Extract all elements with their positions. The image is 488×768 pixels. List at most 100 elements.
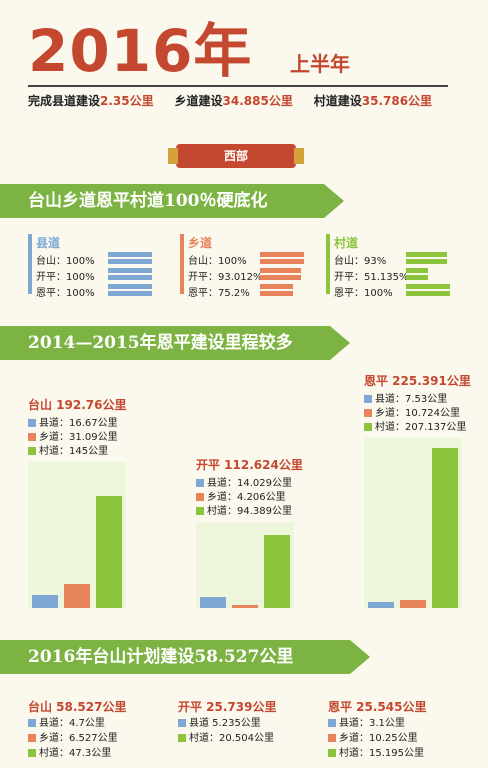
group-row-bar (260, 259, 304, 264)
legend-text: 乡道：6.527公里 (39, 733, 118, 744)
group-row-bar (260, 284, 293, 289)
legend-swatch (328, 719, 336, 727)
group-row-bar (108, 284, 152, 289)
legend-swatch (178, 719, 186, 727)
group-row-bar (108, 259, 152, 264)
plan-legend-item: 乡道：10.25公里 (328, 729, 418, 744)
legend-swatch (196, 493, 204, 501)
group-accent-bar (326, 234, 330, 294)
legend-swatch (196, 507, 204, 515)
legend-swatch (28, 749, 36, 757)
group-row-label: 台山：93% (334, 256, 387, 267)
group-title: 县道 (36, 236, 61, 250)
chart-background (196, 522, 294, 608)
legend-text: 村道：94.389公里 (207, 506, 292, 517)
legend-text: 村道：145公里 (39, 446, 109, 457)
bar (200, 597, 226, 608)
section1-banner: 台山乡道恩平村道100％硬底化 (0, 184, 344, 218)
divider (28, 85, 448, 87)
legend-swatch (364, 423, 372, 431)
legend-swatch (364, 409, 372, 417)
plan-legend-item: 村道：20.504公里 (178, 729, 274, 744)
section1-groups: 县道 台山：100% 开平：100% 恩平：100% 乡道 台山：100% 开平：93.01… (0, 230, 488, 310)
group-row-bar (406, 291, 450, 296)
legend-item: 村道：207.137公里 (364, 418, 466, 433)
summary-value-township: 34.885公里 (222, 94, 293, 108)
legend-text: 县道：4.7公里 (39, 718, 105, 729)
legend-text: 村道：47.3公里 (39, 748, 112, 759)
group-row-bar (406, 268, 428, 273)
legend-item: 乡道：10.724公里 (364, 404, 460, 419)
group-title: 乡道 (188, 236, 213, 250)
legend-text: 乡道：10.25公里 (339, 733, 418, 744)
group-row-label: 恩平：100% (334, 288, 393, 299)
bar (32, 595, 58, 608)
plan-legend-item: 乡道：6.527公里 (28, 729, 118, 744)
group-row-bar (108, 268, 152, 273)
chart-background (28, 462, 126, 608)
legend-text: 村道：20.504公里 (189, 733, 274, 744)
summary-label-village: 村道建设 (313, 94, 362, 108)
bar (368, 602, 394, 608)
section2-banner: 2014—2015年恩平建设里程较多 (0, 326, 350, 360)
group-row-bar (260, 291, 293, 296)
summary-value-village: 35.786公里 (361, 94, 433, 108)
legend-text: 村道：15.195公里 (339, 748, 424, 759)
plan-total-label: 恩平 25.545公里 (328, 700, 427, 714)
legend-text: 村道：207.137公里 (375, 422, 467, 433)
legend-text: 乡道：4.206公里 (207, 492, 286, 503)
bar (96, 496, 122, 608)
legend-swatch (178, 734, 186, 742)
summary-line: 完成县道建设2.35公里 乡道建设34.885公里 村道建设35.786公里 (28, 92, 432, 109)
bar (232, 605, 258, 608)
legend-item: 县道：16.67公里 (28, 414, 118, 429)
group-row-label: 开平：51.135% (334, 272, 409, 283)
region-badge: 西部 (168, 144, 304, 168)
group-row-bar (406, 284, 450, 289)
legend-swatch (28, 433, 36, 441)
group-row-label: 台山：100% (36, 256, 95, 267)
legend-item: 县道：14.029公里 (196, 474, 292, 489)
legend-text: 县道：16.67公里 (39, 418, 118, 429)
plan-total-label: 台山 58.527公里 (28, 700, 127, 714)
group-row-bar (260, 275, 301, 280)
chart-background (364, 438, 462, 608)
section3-banner: 2016年台山计划建设58.527公里 (0, 640, 370, 674)
summary-label-township: 乡道建设 (174, 94, 223, 108)
legend-text: 县道：7.53公里 (375, 394, 448, 405)
group-row-label: 开平：93.012% (188, 272, 263, 283)
legend-swatch (364, 395, 372, 403)
group-row-bar (406, 275, 428, 280)
group-total-label: 恩平 225.391公里 (364, 374, 471, 388)
bar (264, 535, 290, 608)
group-row-label: 台山：100% (188, 256, 247, 267)
bar (400, 600, 426, 608)
group-row-bar (108, 252, 152, 257)
legend-swatch (28, 419, 36, 427)
plan-legend-item: 村道：47.3公里 (28, 744, 111, 759)
group-accent-bar (28, 234, 32, 294)
legend-swatch (328, 734, 336, 742)
section3-plan: 台山 58.527公里县道：4.7公里乡道：6.527公里 村道：47.3公里 开平… (0, 698, 488, 768)
section2-chart: 台山 192.76公里 县道：16.67公里 乡道：31.09公里 村道：145公里开… (0, 370, 488, 616)
page-subtitle: 上半年 (290, 52, 350, 76)
group-row-bar (260, 252, 304, 257)
group-row-bar (260, 268, 301, 273)
legend-item: 村道：145公里 (28, 442, 108, 457)
legend-text: 乡道：31.09公里 (39, 432, 118, 443)
group-row-bar (108, 291, 152, 296)
group-total-label: 台山 192.76公里 (28, 398, 127, 412)
summary-value-county: 2.35公里 (100, 94, 154, 108)
summary-label-county: 完成县道建设 (28, 94, 101, 108)
legend-item: 村道：94.389公里 (196, 502, 292, 517)
plan-legend-item: 县道：4.7公里 (28, 714, 105, 729)
legend-swatch (28, 719, 36, 727)
group-accent-bar (180, 234, 184, 294)
plan-total-label: 开平 25.739公里 (178, 700, 277, 714)
bar (64, 584, 90, 608)
page-title: 2016年 (28, 17, 253, 85)
legend-text: 县道：14.029公里 (207, 478, 292, 489)
plan-legend-item: 村道：15.195公里 (328, 744, 424, 759)
plan-legend-item: 县道：3.1公里 (328, 714, 405, 729)
legend-item: 县道：7.53公里 (364, 390, 447, 405)
